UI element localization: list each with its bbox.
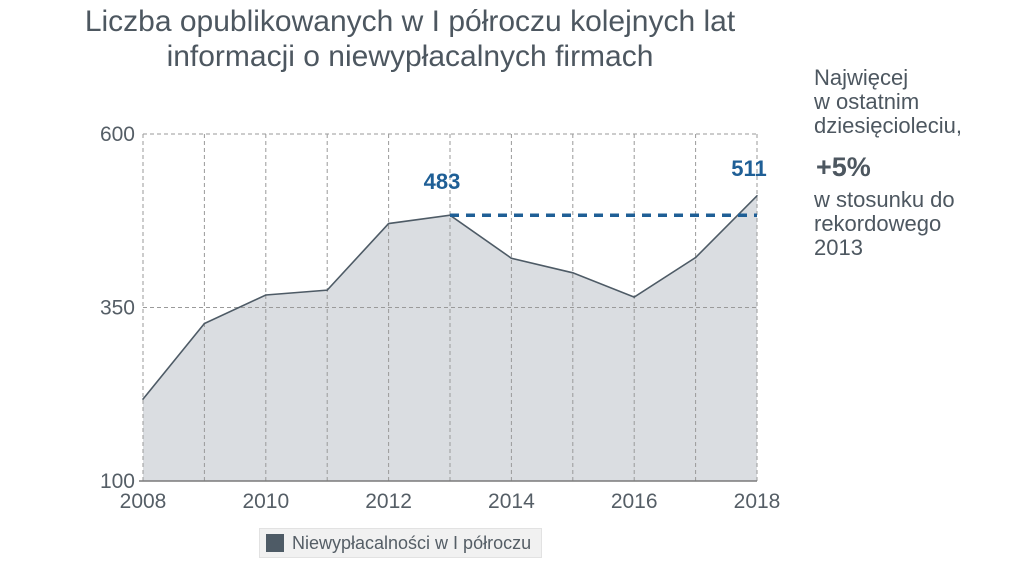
x-tick-label: 2014	[488, 490, 535, 513]
side-line-4: w stosunku do	[814, 187, 955, 212]
x-tick-label: 2012	[365, 490, 412, 513]
side-highlight: +5%	[816, 152, 871, 182]
legend-swatch	[266, 534, 284, 552]
data-point	[142, 398, 144, 400]
x-tick-label: 2008	[120, 490, 167, 513]
y-tick-label: 600	[100, 123, 135, 146]
data-label: 511	[731, 156, 767, 181]
x-tick-label: 2010	[242, 490, 289, 513]
x-tick-label: 2016	[611, 490, 658, 513]
data-point	[387, 222, 390, 225]
title-line-2: informacji o niewypłacalnych firmach	[166, 40, 654, 73]
chart-title: Liczba opublikowanych w I półroczu kolej…	[0, 4, 820, 74]
legend-label: Niewypłacalności w I półroczu	[292, 532, 532, 553]
legend: Niewypłacalności w I półroczu	[259, 528, 543, 558]
data-point	[326, 289, 329, 291]
y-tick-label: 350	[100, 297, 135, 320]
side-line-1: Najwięcej	[814, 65, 909, 90]
side-line-6: 2013	[814, 235, 863, 260]
data-label: 483	[424, 169, 461, 194]
side-line-2: w ostatnim	[814, 89, 920, 114]
data-point	[572, 272, 574, 274]
data-point	[694, 256, 697, 259]
title-line-1: Liczba opublikowanych w I półroczu kolej…	[84, 5, 736, 38]
side-line-5: rekordowego	[814, 211, 942, 236]
data-point	[510, 257, 513, 260]
data-point	[756, 194, 758, 197]
x-tick-label: 2018	[734, 490, 781, 513]
data-point	[265, 294, 267, 296]
data-point	[203, 322, 206, 325]
data-point	[633, 296, 635, 298]
side-line-3: dziesięcioleciu,	[814, 113, 962, 138]
side-annotation: Najwięcej w ostatnim dziesięcioleciu, +5…	[814, 66, 1009, 260]
y-tick-label: 100	[100, 470, 135, 493]
